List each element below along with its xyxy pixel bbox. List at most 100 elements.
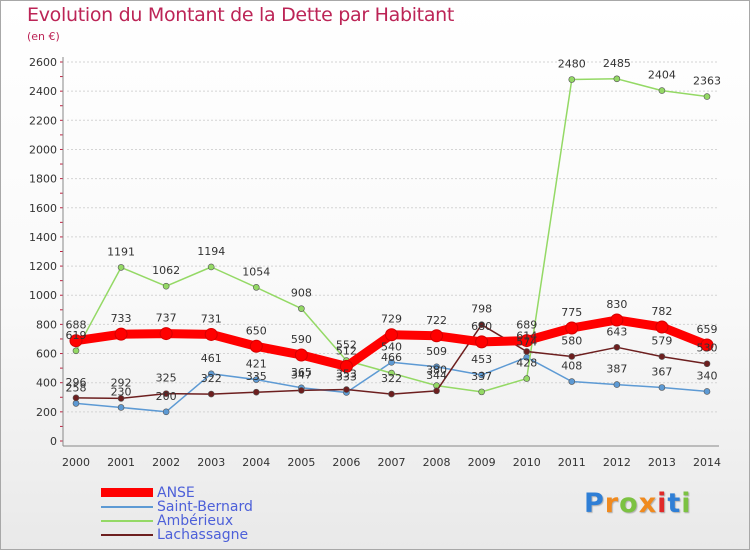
data-point bbox=[298, 305, 305, 312]
series-lines bbox=[69, 75, 714, 416]
data-label: 512 bbox=[336, 344, 357, 357]
data-label: 200 bbox=[156, 390, 177, 403]
data-label: 733 bbox=[111, 312, 132, 325]
y-tick-label: 1400 bbox=[29, 231, 57, 244]
x-tick-label: 2005 bbox=[287, 456, 315, 469]
legend-swatch-anse bbox=[101, 488, 153, 497]
y-tick-label: 600 bbox=[36, 348, 57, 361]
data-label: 2485 bbox=[603, 57, 631, 70]
y-tick-label: 2600 bbox=[29, 56, 57, 69]
data-label: 428 bbox=[516, 357, 537, 370]
data-point bbox=[703, 360, 711, 368]
data-label: 643 bbox=[606, 325, 627, 338]
legend-swatch-amberieux bbox=[101, 520, 153, 522]
axes: 0 200 400 600 800 1000 1200 1400 1600 1800 2000 220… bbox=[29, 56, 721, 469]
data-point bbox=[162, 408, 170, 416]
y-tick-label: 1800 bbox=[29, 173, 57, 186]
data-point bbox=[703, 93, 711, 100]
data-label: 737 bbox=[156, 312, 177, 325]
data-point bbox=[523, 375, 531, 382]
data-point bbox=[204, 327, 218, 341]
logo-letter: t bbox=[667, 488, 682, 519]
data-label: 367 bbox=[651, 366, 672, 379]
data-point bbox=[117, 404, 125, 411]
data-label: 552 bbox=[336, 339, 357, 352]
data-label: 2480 bbox=[558, 57, 586, 70]
data-point bbox=[162, 390, 170, 397]
data-point bbox=[159, 327, 173, 341]
data-point bbox=[388, 390, 395, 398]
data-point bbox=[72, 347, 80, 355]
data-label: 1062 bbox=[152, 264, 180, 277]
data-point bbox=[475, 335, 489, 349]
data-label: 466 bbox=[381, 351, 402, 364]
data-label: 619 bbox=[66, 329, 87, 342]
data-point bbox=[613, 343, 621, 351]
data-point bbox=[343, 386, 350, 393]
data-point bbox=[114, 327, 128, 341]
y-tick-label: 400 bbox=[36, 377, 57, 390]
y-tick-label: 2200 bbox=[29, 114, 57, 127]
data-point bbox=[207, 263, 215, 271]
chart-title: Evolution du Montant de la Dette par Hab… bbox=[27, 4, 455, 26]
logo-letter: r bbox=[604, 488, 620, 519]
data-point bbox=[658, 384, 666, 391]
data-label: 1191 bbox=[107, 245, 135, 258]
data-point bbox=[700, 338, 714, 352]
y-tick-label: 200 bbox=[36, 406, 57, 419]
data-point bbox=[72, 394, 80, 402]
y-tick-label: 1000 bbox=[29, 289, 57, 302]
data-label: 335 bbox=[246, 370, 267, 383]
data-point bbox=[339, 359, 353, 373]
data-point bbox=[388, 358, 395, 366]
data-label: 579 bbox=[651, 335, 672, 348]
data-label: 322 bbox=[201, 372, 222, 385]
data-point bbox=[520, 334, 534, 348]
data-label: 680 bbox=[471, 320, 492, 333]
x-tick-label: 2010 bbox=[513, 456, 541, 469]
data-point bbox=[385, 328, 398, 342]
data-point bbox=[658, 353, 666, 360]
data-label: 614 bbox=[516, 329, 537, 342]
data-label: 731 bbox=[201, 312, 222, 325]
proxiti-logo: Proxiti bbox=[584, 488, 692, 519]
data-label: 590 bbox=[291, 333, 312, 346]
data-point bbox=[388, 369, 395, 377]
data-label: 782 bbox=[651, 305, 672, 318]
data-labels: 688 733 737 731 650 590 512 729 722 680 689 775 830 7… bbox=[66, 57, 722, 403]
data-label: 292 bbox=[111, 376, 132, 389]
x-tick-label: 2009 bbox=[468, 456, 496, 469]
logo-letter: x bbox=[638, 488, 658, 519]
data-point bbox=[69, 334, 83, 348]
data-point bbox=[433, 363, 440, 371]
data-label: 775 bbox=[561, 306, 582, 319]
data-label: 344 bbox=[426, 369, 447, 382]
x-tick-label: 2014 bbox=[693, 456, 721, 469]
data-label: 688 bbox=[66, 319, 87, 332]
x-tick-label: 2007 bbox=[378, 456, 406, 469]
data-label: 1054 bbox=[242, 265, 270, 278]
data-label: 387 bbox=[606, 363, 627, 376]
logo-letter: o bbox=[619, 488, 639, 519]
data-label: 421 bbox=[246, 358, 267, 371]
data-point bbox=[655, 320, 669, 334]
legend-swatch-saint-bernard bbox=[101, 506, 153, 508]
data-point bbox=[252, 284, 260, 291]
logo-letter: P bbox=[584, 488, 605, 519]
data-point bbox=[72, 400, 80, 407]
data-point bbox=[252, 388, 260, 396]
data-point bbox=[252, 376, 260, 383]
data-label: 722 bbox=[426, 314, 447, 327]
x-tick-label: 2001 bbox=[107, 456, 135, 469]
data-label: 908 bbox=[291, 287, 312, 300]
y-tick-label: 1200 bbox=[29, 260, 57, 273]
y-tick-label: 2000 bbox=[29, 143, 57, 156]
legend-label-amberieux: Ambérieux bbox=[157, 513, 234, 529]
data-point bbox=[478, 321, 485, 328]
data-point bbox=[613, 75, 621, 83]
data-label: 461 bbox=[201, 352, 222, 365]
data-point bbox=[523, 348, 531, 355]
data-point bbox=[430, 329, 444, 343]
x-tick-label: 2006 bbox=[332, 456, 360, 469]
